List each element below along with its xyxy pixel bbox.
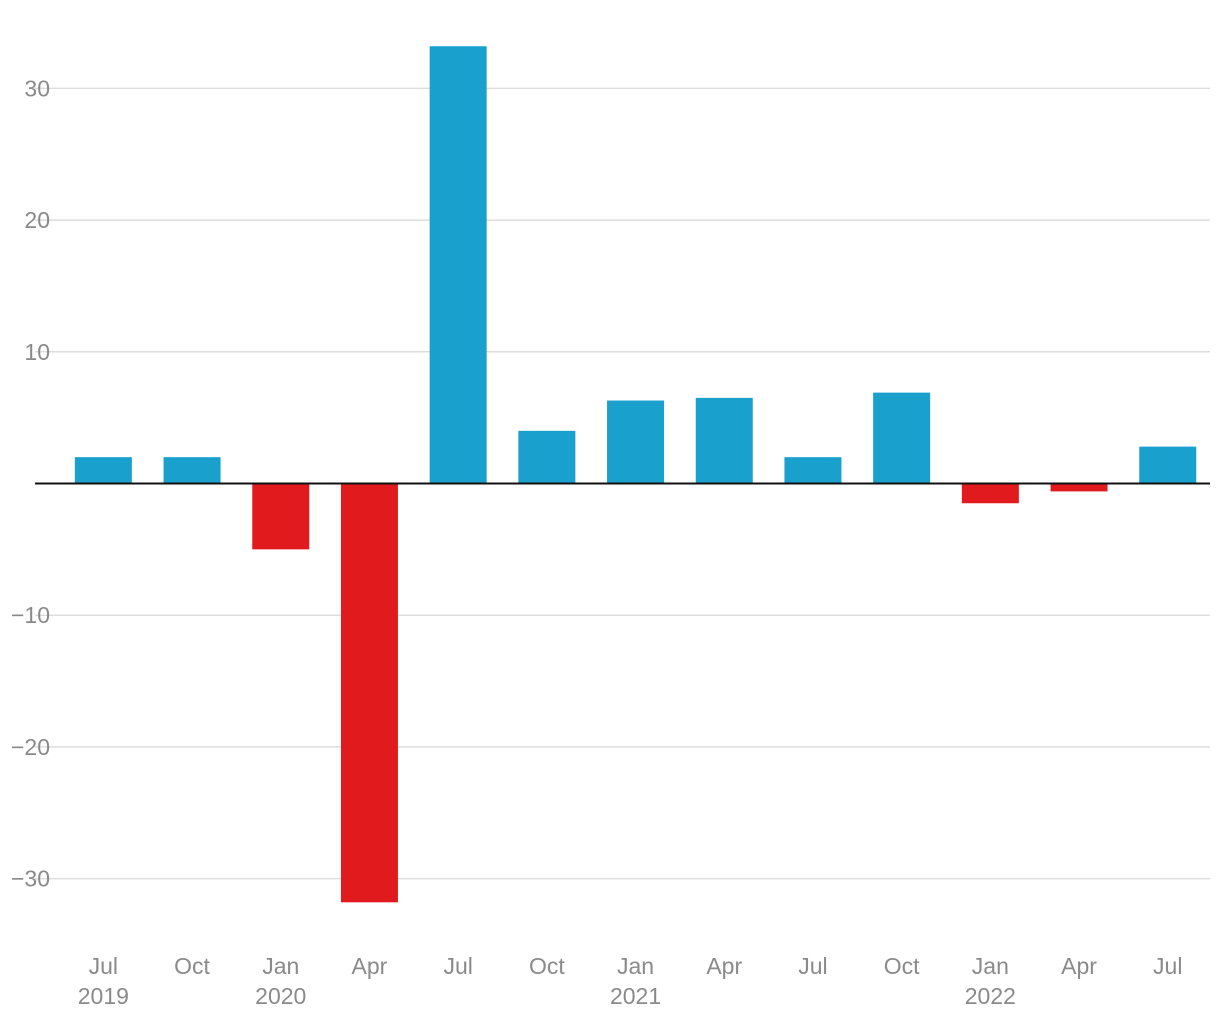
x-tick-label: Oct xyxy=(529,953,565,979)
x-tick-label: Jan xyxy=(262,953,299,979)
x-tick-label: Jan xyxy=(617,953,654,979)
bar-apr-2022 xyxy=(1050,483,1108,492)
gridlines xyxy=(35,87,1210,880)
bar-jul-2019 xyxy=(74,457,132,484)
x-tick-label: Jul xyxy=(443,953,472,979)
y-tick-label: −10 xyxy=(11,602,50,628)
bar-jan-2020 xyxy=(252,483,310,550)
x-tick-year-label: 2019 xyxy=(78,983,129,1009)
x-tick-label: Oct xyxy=(174,953,210,979)
y-tick-label: 20 xyxy=(24,207,50,233)
y-tick-label: 10 xyxy=(24,339,50,365)
x-tick-label: Apr xyxy=(1061,953,1097,979)
y-tick-label: 30 xyxy=(24,75,50,101)
bar-jan-2022 xyxy=(961,483,1019,504)
y-tick-label: −30 xyxy=(11,866,50,892)
bars xyxy=(74,46,1197,903)
bar-apr-2020 xyxy=(340,483,398,903)
bar-jul-2021 xyxy=(784,457,842,484)
x-tick-label: Apr xyxy=(706,953,742,979)
x-tick-label: Jan xyxy=(972,953,1009,979)
bar-jul-2022 xyxy=(1139,446,1197,484)
x-tick-year-label: 2022 xyxy=(965,983,1016,1009)
y-axis: 30 20 10 −10 −20 −30 xyxy=(11,75,50,891)
x-axis: Jul 2019 Oct Jan 2020 Apr Jul Oct Jan 2021 Apr Jul O… xyxy=(78,953,1183,1009)
x-tick-label: Jul xyxy=(89,953,118,979)
bar-oct-2020 xyxy=(518,430,576,484)
bar-jul-2020 xyxy=(429,46,487,484)
y-tick-label: −20 xyxy=(11,734,50,760)
x-tick-label: Jul xyxy=(798,953,827,979)
x-tick-year-label: 2021 xyxy=(610,983,661,1009)
x-tick-label: Jul xyxy=(1153,953,1182,979)
bar-jan-2021 xyxy=(607,400,665,484)
bar-oct-2021 xyxy=(873,392,931,484)
bar-apr-2021 xyxy=(695,397,753,484)
x-tick-label: Oct xyxy=(884,953,920,979)
bar-oct-2019 xyxy=(163,457,221,484)
x-tick-label: Apr xyxy=(352,953,388,979)
x-tick-year-label: 2020 xyxy=(255,983,306,1009)
